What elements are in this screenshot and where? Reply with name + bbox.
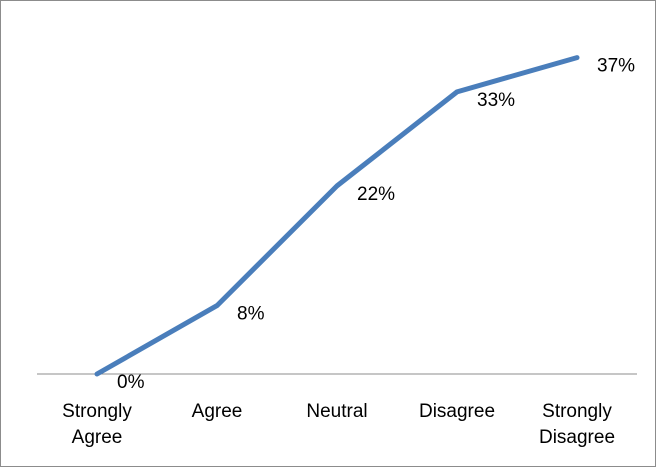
data-label: 8% — [237, 304, 265, 325]
x-tick-label: Agree — [192, 401, 243, 422]
x-tick-label: Strongly Agree — [62, 401, 132, 448]
data-labels: 0% 8% 22% 33% 37% — [117, 56, 635, 393]
data-label: 33% — [477, 90, 515, 111]
data-label: 22% — [357, 184, 395, 205]
x-tick-labels: Strongly Agree Agree Neutral Disagree Strongl… — [62, 401, 615, 448]
x-tick-label: Disagree — [419, 401, 495, 422]
data-label: 0% — [117, 372, 145, 393]
x-tick-label: Strongly Disagree — [539, 401, 615, 448]
data-label: 37% — [597, 56, 635, 77]
x-tick-label: Neutral — [306, 401, 367, 422]
